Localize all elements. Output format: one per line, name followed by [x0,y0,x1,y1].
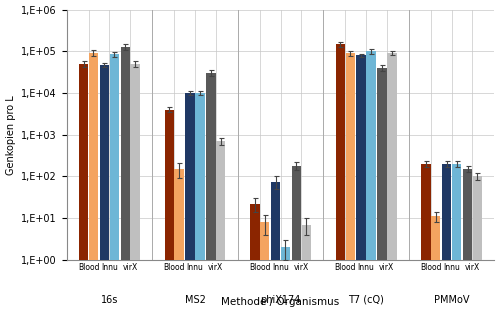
Bar [346,53,355,333]
Bar [387,53,396,333]
Bar [100,65,109,333]
Bar [260,222,270,333]
Text: 16s: 16s [100,295,118,305]
Bar [79,64,88,333]
Text: phiX174: phiX174 [260,295,300,305]
Bar [174,169,184,333]
Text: MS2: MS2 [184,295,206,305]
Bar [195,93,204,333]
Text: PMMoV: PMMoV [434,295,470,305]
Bar [336,44,345,333]
Bar [130,64,140,333]
Bar [110,54,119,333]
Bar [431,216,440,333]
Bar [302,224,311,333]
Bar [472,176,482,333]
Bar [164,110,174,333]
Y-axis label: Genkopien pro L: Genkopien pro L [6,95,16,174]
Bar [356,55,366,333]
Bar [366,51,376,333]
Bar [452,164,462,333]
Bar [120,47,130,333]
Text: T7 (cQ): T7 (cQ) [348,295,384,305]
Bar [250,204,260,333]
Bar [206,73,216,333]
Bar [271,181,280,333]
Bar [292,166,301,333]
Bar [186,93,194,333]
Bar [463,169,472,333]
Bar [280,247,290,333]
X-axis label: Methode / Organismus: Methode / Organismus [222,296,340,306]
Bar [216,141,226,333]
Bar [89,53,98,333]
Bar [378,68,386,333]
Bar [442,164,452,333]
Bar [421,164,430,333]
